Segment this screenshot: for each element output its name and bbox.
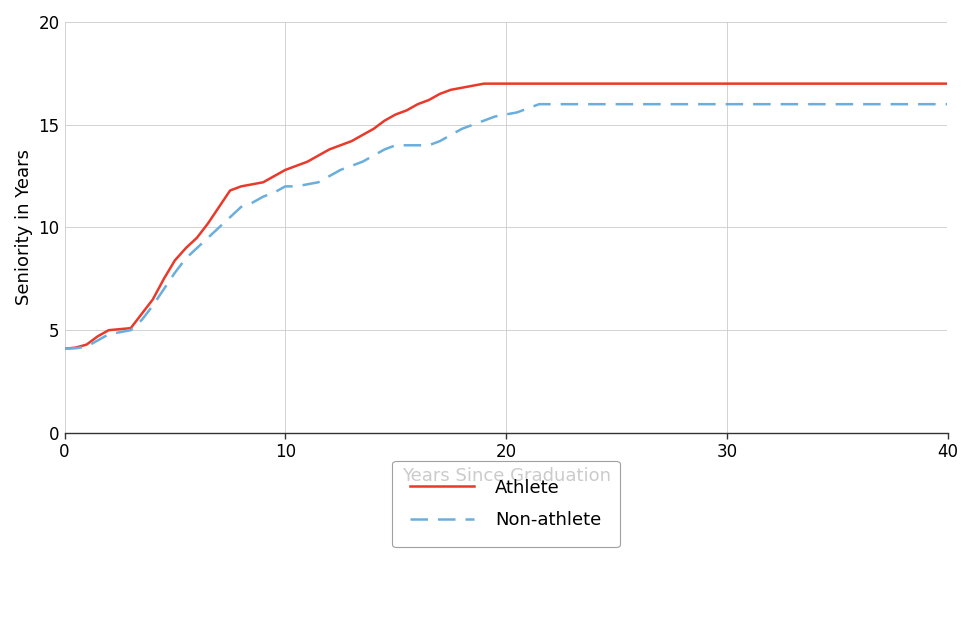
X-axis label: Years Since Graduation: Years Since Graduation: [402, 467, 610, 485]
Legend: Athlete, Non-athlete: Athlete, Non-athlete: [392, 461, 620, 547]
Y-axis label: Seniority in Years: Seniority in Years: [15, 150, 33, 306]
